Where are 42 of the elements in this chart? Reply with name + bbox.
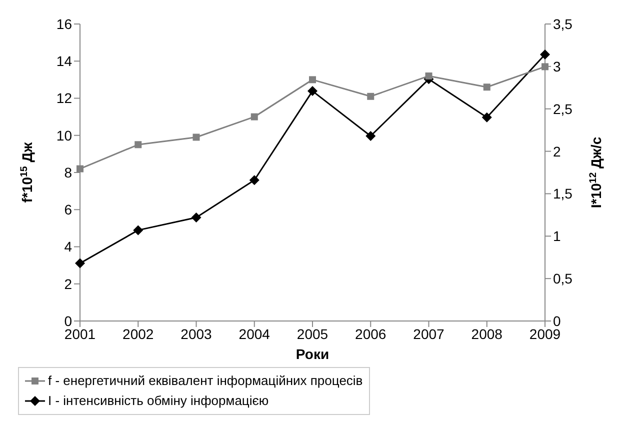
point (249, 175, 260, 186)
y-tick-label: 14 (56, 53, 72, 70)
point (134, 141, 142, 148)
y2-tick-label: 1 (553, 228, 561, 244)
point (133, 225, 144, 236)
legend-label: I - інтенсивність обміну інформацією (48, 392, 269, 410)
x-tick-label: 2006 (355, 326, 386, 342)
y2-tick-label: 0,5 (553, 270, 573, 287)
y-tick-label: 2 (64, 276, 72, 292)
point (76, 165, 84, 172)
y2-tick-label: 3 (553, 58, 561, 74)
point (308, 86, 318, 96)
x-tick-label: 2004 (238, 326, 270, 342)
y-tick-label: 12 (56, 90, 72, 106)
point (366, 131, 376, 142)
x-tick-label: 2008 (471, 326, 503, 342)
x-tick-label: 2005 (296, 326, 328, 342)
y2-tick-label: 3,5 (553, 16, 573, 32)
point (192, 134, 200, 141)
point (425, 72, 432, 80)
point (191, 212, 202, 222)
point (540, 50, 550, 60)
y-tick-label: 6 (64, 202, 72, 218)
point (75, 258, 85, 268)
point (250, 113, 258, 120)
x-tick-label: 2007 (413, 326, 445, 342)
point (482, 112, 492, 122)
point (309, 76, 316, 84)
y2-tick-label: 2,5 (553, 100, 573, 117)
x-axis-title: Роки (296, 346, 330, 362)
point (367, 92, 374, 100)
x-tick-label: 2002 (122, 326, 154, 342)
y-tick-label: 8 (64, 164, 72, 180)
y-tick-label: 16 (56, 16, 72, 32)
legend-label: f - енергетичний еквівалент інформаційних процесів (48, 372, 363, 390)
point (483, 84, 490, 91)
point (542, 63, 548, 70)
x-tick-label: 2003 (180, 326, 212, 342)
y-tick-label: 4 (64, 238, 72, 255)
y-tick-label: 10 (56, 127, 72, 144)
y2-tick-label: 1,5 (553, 186, 573, 202)
y2-tick-label: 2 (553, 143, 561, 160)
